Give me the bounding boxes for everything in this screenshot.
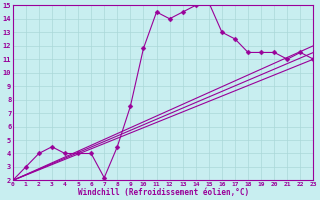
X-axis label: Windchill (Refroidissement éolien,°C): Windchill (Refroidissement éolien,°C) bbox=[77, 188, 249, 197]
